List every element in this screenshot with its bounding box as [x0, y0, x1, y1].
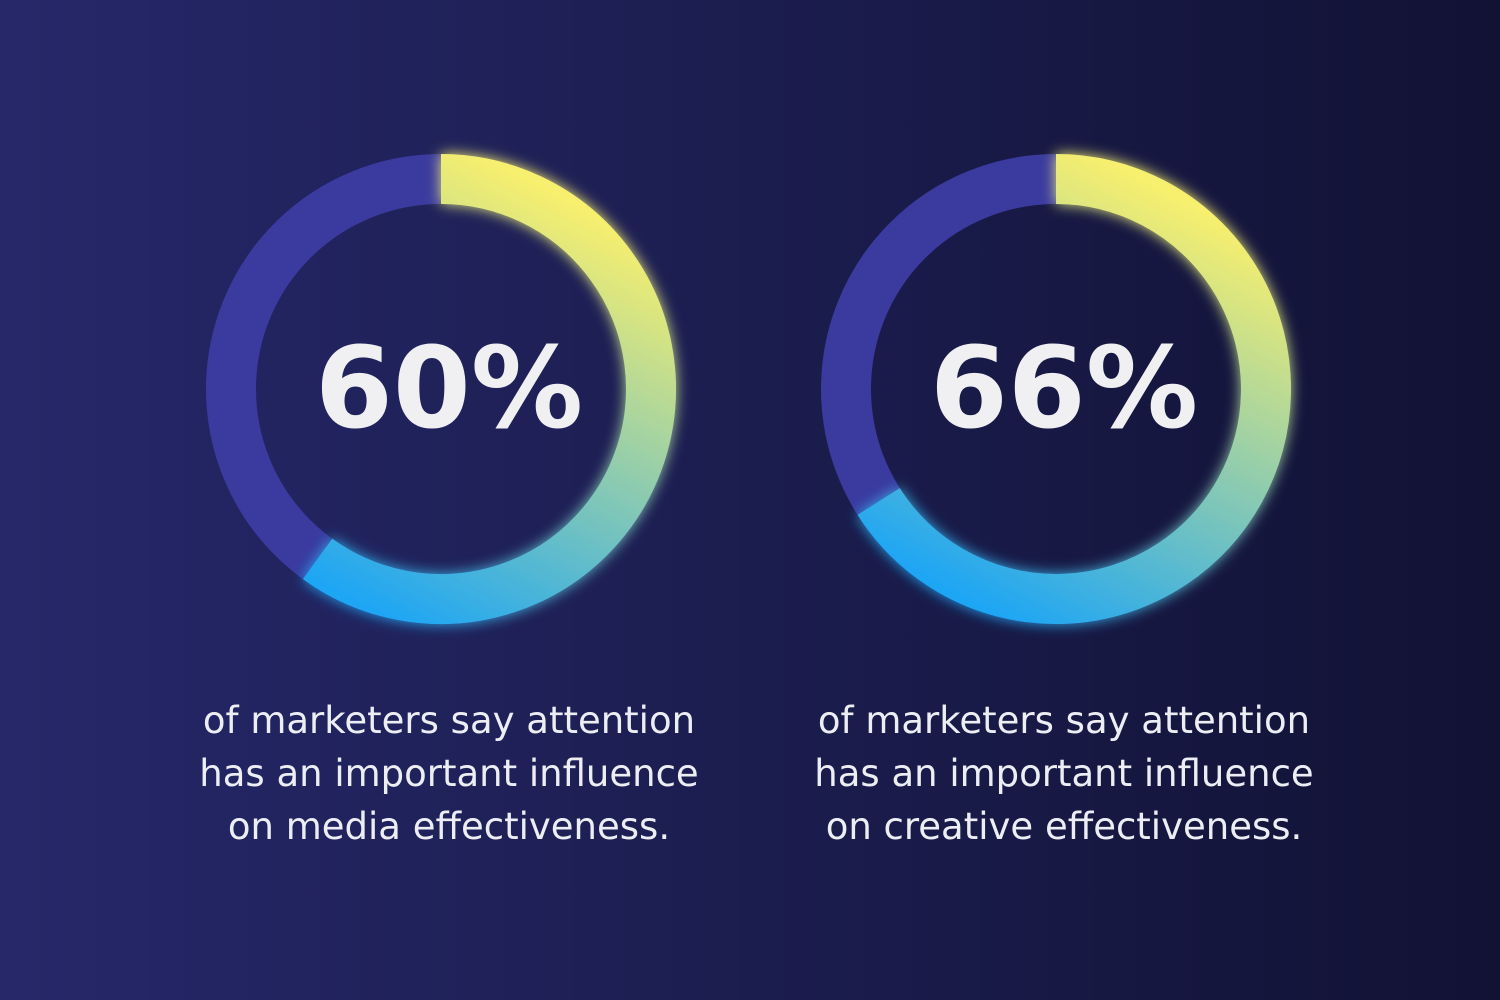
- caption-line: has an important influence: [199, 752, 698, 795]
- caption-line: has an important influence: [814, 752, 1313, 795]
- donut-arc: [857, 154, 1291, 624]
- caption-line: on media effectiveness.: [228, 805, 670, 848]
- caption-line: on creative effectiveness.: [826, 805, 1303, 848]
- caption-line: of marketers say attention: [818, 699, 1310, 742]
- percent-label: 60%: [315, 324, 583, 454]
- percent-label: 66%: [930, 324, 1198, 454]
- caption-line: of marketers say attention: [203, 699, 695, 742]
- donut-arc: [302, 154, 676, 624]
